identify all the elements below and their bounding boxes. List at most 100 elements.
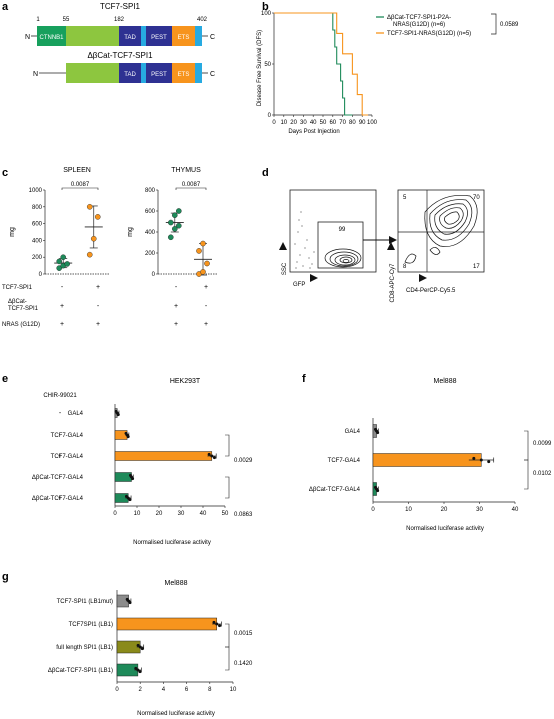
construct2-c-label: C bbox=[210, 71, 215, 78]
pos-182-label: 182 bbox=[114, 17, 125, 23]
mel-g-pvalue-2: 0.1420 bbox=[234, 661, 253, 667]
cd8-axis-arrow bbox=[387, 242, 395, 250]
e-bar bbox=[114, 430, 128, 440]
g-category-label: ΔβCat-TCF7-SPI1 (LB1) bbox=[48, 668, 113, 674]
g-replicate-point bbox=[140, 647, 144, 651]
f-x-tick-label: 20 bbox=[441, 507, 448, 513]
thymus-ylabel: mg bbox=[127, 227, 134, 237]
survival-x-tick-label: 40 bbox=[310, 120, 317, 126]
survival-x-tick-label: 50 bbox=[320, 120, 327, 126]
spleen-y-tick-label: 600 bbox=[32, 222, 43, 228]
domain2-ets-label: ETS bbox=[178, 72, 190, 78]
thymus-data-point bbox=[171, 226, 178, 232]
flow-plot-1-frame bbox=[289, 189, 377, 273]
spleen-data-point bbox=[56, 265, 63, 271]
spleen-y-tick-label: 200 bbox=[32, 255, 43, 261]
survival-x-tick-label: 60 bbox=[329, 120, 336, 126]
spleen-row2-b: - bbox=[97, 303, 100, 310]
spleen-y-tick-label: 800 bbox=[32, 205, 43, 211]
spleen-plot: 0 200 400 600 800 1000 bbox=[29, 188, 110, 278]
thymus-title: THYMUS bbox=[171, 167, 201, 174]
spleen-row1-b: + bbox=[96, 284, 100, 291]
domain-ctnnb1 bbox=[37, 26, 66, 46]
bars-f: 0 10 20 30 40 GAL4 TCF7-GAL4 ΔβCat-TCF7-GAL4 bbox=[309, 418, 529, 513]
survival-x-tick-label: 0 bbox=[272, 120, 276, 126]
domain-ets-label: ETS bbox=[178, 35, 190, 41]
survival-x-tick-label: 20 bbox=[290, 120, 297, 126]
construct1-c-label: C bbox=[210, 34, 215, 41]
domain-ctnnb1-label: CTNNB1 bbox=[39, 35, 64, 41]
spleen-row3-b: + bbox=[96, 321, 100, 328]
spleen-row3-a: + bbox=[60, 321, 64, 328]
g-x-tick-label: 8 bbox=[208, 687, 212, 693]
f-x-tick-label: 30 bbox=[476, 507, 483, 513]
f-replicate-point bbox=[376, 431, 380, 435]
g-pvalue-bracket bbox=[225, 623, 230, 648]
thymus-row1-a: - bbox=[175, 284, 178, 291]
domain-tad bbox=[119, 26, 141, 46]
g-x-tick-label: 0 bbox=[115, 687, 119, 693]
thymus-row2-b: - bbox=[205, 303, 208, 310]
thymus-plot: 0 200 400 600 800 bbox=[145, 188, 218, 278]
hek-title: HEK293T bbox=[170, 378, 201, 385]
flow-plot-1-contours bbox=[324, 248, 362, 268]
g-replicate-point bbox=[218, 624, 222, 628]
spleen-pvalue: 0.0087 bbox=[71, 182, 90, 188]
f-replicate-point bbox=[487, 460, 491, 464]
flow-gate-gfp bbox=[317, 221, 364, 269]
legend-orange-label: TCF7-SPI1-NRAS(G12D) (n=5) bbox=[387, 31, 471, 37]
thymus-data-point bbox=[196, 248, 202, 254]
spleen-data-point bbox=[86, 251, 93, 258]
construct1-title: TCF7-SPI1 bbox=[100, 2, 141, 11]
spleen-pvalue-bracket bbox=[61, 187, 99, 190]
thymus-row1-b: + bbox=[204, 284, 208, 291]
survival-pvalue: 0.0589 bbox=[500, 22, 519, 28]
panel-letter-g: g bbox=[2, 571, 9, 583]
e-replicate-point bbox=[128, 498, 132, 502]
g-category-label: TCF7SPI1 (LB1) bbox=[69, 622, 113, 628]
e-x-tick-label: 30 bbox=[178, 511, 185, 517]
e-chir-value: - bbox=[59, 432, 62, 439]
ssc-label: SSC bbox=[282, 262, 288, 275]
mel-g-xlabel: Normalised luciferase activity bbox=[137, 711, 215, 717]
thymus-data-point bbox=[167, 234, 174, 241]
spleen-row2-a: + bbox=[60, 303, 64, 310]
mel-f-xlabel: Normalised luciferase activity bbox=[406, 526, 484, 532]
legend-green-label-2: NRAS(G12D) (n=6) bbox=[393, 22, 445, 28]
construct1-n-label: N bbox=[25, 34, 30, 41]
e-category-label: ΔβCat-TCF7-GAL4 bbox=[32, 496, 84, 502]
spleen-y-tick-label: 0 bbox=[39, 272, 43, 278]
panel-d: d 99 SSC GFP bbox=[262, 167, 485, 303]
panel-letter-a: a bbox=[2, 1, 9, 13]
construct2-title: ΔβCat-TCF7-SPI1 bbox=[87, 51, 153, 60]
g-replicate-point bbox=[134, 666, 138, 670]
f-x-tick-label: 0 bbox=[371, 507, 375, 513]
f-x-tick-label: 40 bbox=[512, 507, 519, 513]
domain2-tad bbox=[119, 63, 141, 83]
survival-xlabel: Days Post Injection bbox=[288, 129, 339, 135]
f-x-tick-label: 10 bbox=[405, 507, 412, 513]
quadrant-tl: 5 bbox=[403, 195, 407, 201]
domain-lightblue-2 bbox=[195, 26, 202, 46]
ssc-axis-arrow bbox=[279, 242, 287, 250]
g-replicate-point bbox=[136, 668, 140, 672]
row-label-nras: NRAS (G12D) bbox=[2, 322, 40, 328]
thymus-pvalue-bracket bbox=[175, 187, 207, 190]
survival-curve-dbcat bbox=[274, 12, 353, 116]
thymus-y-tick-label: 400 bbox=[145, 230, 156, 236]
g-bar bbox=[116, 617, 218, 631]
domain-tad-label: TAD bbox=[124, 35, 136, 41]
thymus-y-tick-label: 200 bbox=[145, 251, 156, 257]
thymus-data-point bbox=[171, 212, 178, 218]
g-replicate-point bbox=[215, 622, 219, 626]
panel-f: f Mel888 Normalised luciferase activity … bbox=[302, 373, 552, 532]
domain2-lightblue-1 bbox=[141, 63, 146, 83]
e-x-tick-label: 20 bbox=[156, 511, 163, 517]
survival-x-tick-label: 80 bbox=[349, 120, 356, 126]
e-chir-value: + bbox=[58, 453, 62, 460]
spleen-y-tick-label: 1000 bbox=[29, 188, 43, 194]
g-replicate-point bbox=[212, 620, 216, 624]
row-label-tcf7-spi1: TCF7-SPI1 bbox=[2, 285, 33, 291]
survival-ylabel: Disease Free Survival (DFS) bbox=[257, 30, 263, 106]
